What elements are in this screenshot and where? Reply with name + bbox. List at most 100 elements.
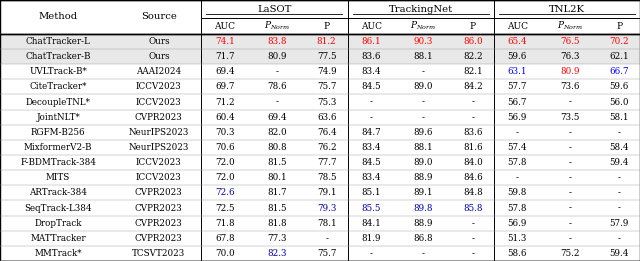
Text: -: - [618, 234, 621, 243]
Text: 57.7: 57.7 [508, 82, 527, 91]
Text: 76.3: 76.3 [560, 52, 579, 61]
Text: 67.8: 67.8 [215, 234, 235, 243]
Text: AUC: AUC [214, 22, 236, 31]
Text: P: P [616, 22, 622, 31]
Text: Ours: Ours [148, 52, 170, 61]
Text: 70.2: 70.2 [609, 37, 629, 46]
Text: -: - [370, 249, 372, 258]
Text: 84.0: 84.0 [463, 158, 483, 167]
Text: 84.5: 84.5 [362, 158, 381, 167]
Text: 82.0: 82.0 [268, 128, 287, 137]
Text: 78.6: 78.6 [268, 82, 287, 91]
Text: 88.9: 88.9 [413, 173, 433, 182]
Text: MixformerV2-B: MixformerV2-B [24, 143, 92, 152]
Text: 83.4: 83.4 [362, 67, 381, 76]
Text: 84.5: 84.5 [362, 82, 381, 91]
Text: MMTrack*: MMTrack* [35, 249, 82, 258]
Text: MITS: MITS [46, 173, 70, 182]
Text: -: - [472, 249, 474, 258]
Text: 79.3: 79.3 [317, 204, 337, 212]
Text: -: - [618, 188, 621, 197]
Text: 82.1: 82.1 [463, 67, 483, 76]
Text: 69.4: 69.4 [215, 67, 235, 76]
Text: 75.3: 75.3 [317, 98, 337, 106]
Text: 69.4: 69.4 [268, 113, 287, 122]
Text: 90.3: 90.3 [413, 37, 433, 46]
Text: 80.9: 80.9 [560, 67, 579, 76]
Text: 72.6: 72.6 [215, 188, 235, 197]
Text: 83.4: 83.4 [362, 143, 381, 152]
Text: 60.4: 60.4 [215, 113, 235, 122]
Text: 84.7: 84.7 [361, 128, 381, 137]
Text: 56.9: 56.9 [508, 219, 527, 228]
Text: -: - [568, 219, 571, 228]
Text: 76.2: 76.2 [317, 143, 337, 152]
Text: 74.9: 74.9 [317, 67, 337, 76]
Text: Source: Source [141, 13, 177, 21]
Text: MATTracker: MATTracker [30, 234, 86, 243]
Text: 56.7: 56.7 [508, 98, 527, 106]
Text: 82.2: 82.2 [463, 52, 483, 61]
Text: 83.8: 83.8 [268, 37, 287, 46]
Text: $P_{Norm}$: $P_{Norm}$ [264, 20, 290, 32]
Text: -: - [422, 98, 425, 106]
Text: P: P [324, 22, 330, 31]
Text: -: - [568, 128, 571, 137]
Text: 71.2: 71.2 [215, 98, 235, 106]
Text: 73.6: 73.6 [560, 82, 579, 91]
Text: -: - [568, 98, 571, 106]
Text: 57.8: 57.8 [508, 204, 527, 212]
Text: Ours: Ours [148, 37, 170, 46]
Text: 81.6: 81.6 [463, 143, 483, 152]
Bar [0, 34, 640, 49]
Text: -: - [370, 98, 372, 106]
Text: 88.9: 88.9 [413, 219, 433, 228]
Text: 59.6: 59.6 [609, 82, 629, 91]
Text: AUC: AUC [360, 22, 381, 31]
Text: 58.6: 58.6 [508, 249, 527, 258]
Text: 81.8: 81.8 [268, 219, 287, 228]
Text: CVPR2023: CVPR2023 [135, 113, 182, 122]
Text: 81.5: 81.5 [268, 158, 287, 167]
Text: RGFM-B256: RGFM-B256 [31, 128, 86, 137]
Text: -: - [618, 128, 621, 137]
Text: 75.7: 75.7 [317, 249, 337, 258]
Text: 69.7: 69.7 [215, 82, 235, 91]
Text: 65.4: 65.4 [508, 37, 527, 46]
Text: 88.1: 88.1 [413, 143, 433, 152]
Text: 59.4: 59.4 [609, 158, 629, 167]
Text: 75.7: 75.7 [317, 82, 337, 91]
Text: 86.8: 86.8 [413, 234, 433, 243]
Text: 72.0: 72.0 [215, 158, 235, 167]
Text: 75.2: 75.2 [560, 249, 579, 258]
Text: 57.9: 57.9 [609, 219, 629, 228]
Text: -: - [568, 158, 571, 167]
Text: 71.7: 71.7 [215, 52, 235, 61]
Text: 78.5: 78.5 [317, 173, 337, 182]
Text: 83.6: 83.6 [463, 128, 483, 137]
Text: 71.8: 71.8 [215, 219, 235, 228]
Text: 86.0: 86.0 [463, 37, 483, 46]
Text: -: - [325, 234, 328, 243]
Text: -: - [472, 219, 474, 228]
Text: DropTrack: DropTrack [35, 219, 82, 228]
Text: 89.0: 89.0 [413, 158, 433, 167]
Text: 80.8: 80.8 [268, 143, 287, 152]
Text: 70.0: 70.0 [215, 249, 235, 258]
Text: 59.8: 59.8 [508, 188, 527, 197]
Text: 89.8: 89.8 [413, 204, 433, 212]
Text: F-BDMTrack-384: F-BDMTrack-384 [20, 158, 96, 167]
Text: 57.4: 57.4 [508, 143, 527, 152]
Text: -: - [568, 234, 571, 243]
Bar [0, 49, 640, 64]
Text: -: - [568, 204, 571, 212]
Text: TNL2K: TNL2K [549, 5, 585, 14]
Text: NeurIPS2023: NeurIPS2023 [129, 128, 189, 137]
Text: -: - [568, 143, 571, 152]
Text: 77.3: 77.3 [268, 234, 287, 243]
Text: 85.1: 85.1 [362, 188, 381, 197]
Text: -: - [516, 173, 519, 182]
Text: P: P [470, 22, 476, 31]
Text: 58.1: 58.1 [609, 113, 629, 122]
Text: 73.5: 73.5 [560, 113, 579, 122]
